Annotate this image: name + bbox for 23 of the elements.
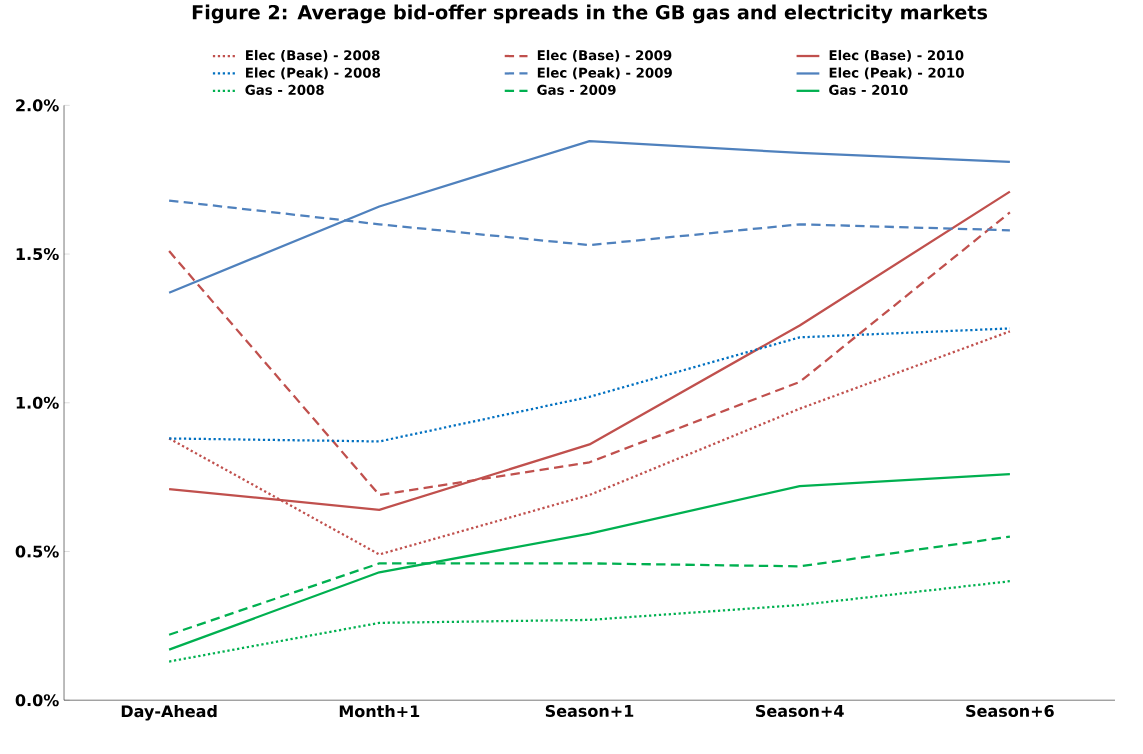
y-tick-label: 1.0% <box>16 396 59 410</box>
legend-label: Elec (Base) - 2008 <box>246 50 380 63</box>
y-tick-label: 0.5% <box>15 545 59 558</box>
line-series <box>167 473 1012 651</box>
x-tick-label: Day-Ahead <box>121 705 217 721</box>
line-series <box>167 580 1012 663</box>
legend-label: Elec (Peak) - 2010 <box>829 67 964 80</box>
legend-label: Elec (Peak) - 2008 <box>246 67 381 80</box>
legend-label: Elec (Peak) - 2009 <box>537 67 672 80</box>
legend-label: Gas - 2010 <box>829 85 908 96</box>
x-tick-label: Season+1 <box>545 705 634 718</box>
legend-label: Elec (Base) - 2009 <box>537 50 672 63</box>
chart-title: Figure 2: Average bid-offer spreads in the GB gas and electricity markets <box>192 4 988 24</box>
x-tick-label: Season+6 <box>966 705 1054 718</box>
y-tick-label: 2.0% <box>16 99 59 112</box>
legend-label: Elec (Base) - 2010 <box>829 50 964 63</box>
y-tick-label: 1.5% <box>16 248 59 261</box>
y-tick-label: 0.0% <box>15 694 59 707</box>
x-tick-label: Season+4 <box>756 705 844 718</box>
legend-label: Gas - 2008 <box>245 85 324 96</box>
legend-label: Gas - 2009 <box>537 85 616 96</box>
line-series <box>167 140 1012 295</box>
x-tick-label: Month+1 <box>339 705 420 718</box>
